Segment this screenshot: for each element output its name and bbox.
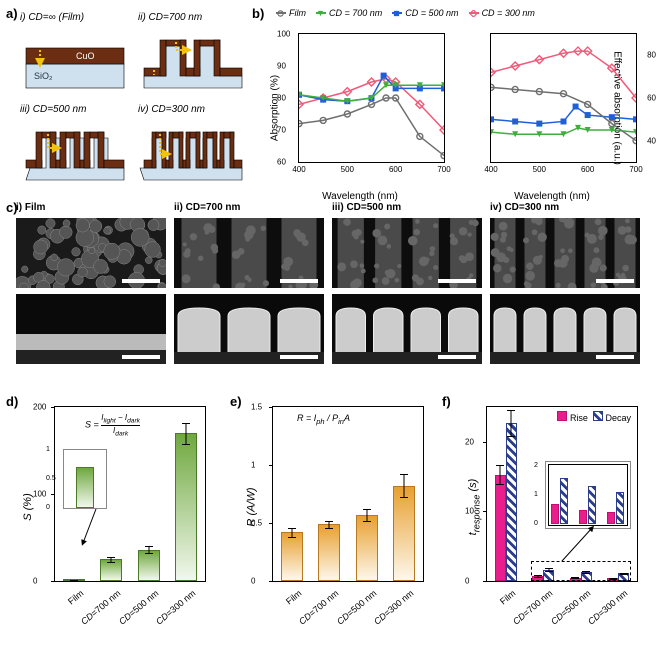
- arrow-icon: [81, 507, 101, 547]
- legend-item: CD = 500 nm: [392, 8, 458, 18]
- a-i-title: i) CD=∞ (Film): [20, 12, 130, 23]
- b-right-xlabel: Wavelength (nm): [514, 191, 590, 202]
- a-ii-title: ii) CD=700 nm: [138, 12, 248, 23]
- f-legend: Rise Decay: [557, 411, 631, 423]
- sem-cross-section: [332, 294, 482, 364]
- sem-title: iv) CD=300 nm: [490, 202, 640, 216]
- legend-item: CD = 700 nm: [316, 8, 382, 18]
- b-left-xlabel: Wavelength (nm): [322, 191, 398, 202]
- panel-a: i) CD=∞ (Film) CuO SiO₂ ii) CD=700 nm: [14, 8, 248, 198]
- panel-c: i) Film ii) CD=700 nm iii) CD=500 nm iv)…: [16, 202, 644, 376]
- sem-top-view: [332, 218, 482, 288]
- a-iv-title: iv) CD=300 nm: [138, 104, 248, 115]
- d-ylabel: S (%): [22, 493, 34, 521]
- a-iii-title: iii) CD=500 nm: [20, 104, 130, 115]
- svg-text:CuO: CuO: [76, 51, 95, 61]
- legend-item: CD = 300 nm: [469, 8, 535, 18]
- sem-top-view: [174, 218, 324, 288]
- sem-top-view: [16, 218, 166, 288]
- panel-d: S (%) S = Ilight − IdarkIdark 00.51 0100…: [16, 396, 216, 642]
- svg-text:SiO₂: SiO₂: [34, 71, 53, 81]
- schem-film: CuO SiO₂: [20, 25, 130, 95]
- sem-top-view: [490, 218, 640, 288]
- sem-cross-section: [490, 294, 640, 364]
- sem-title: i) Film: [16, 202, 166, 216]
- schem-300: [138, 117, 248, 187]
- sem-title: iii) CD=500 nm: [332, 202, 482, 216]
- d-formula: S = Ilight − IdarkIdark: [85, 413, 140, 437]
- legend-item: Film: [276, 8, 306, 18]
- panel-f: tresponse (s) Rise Decay 012 01020 FilmC…: [448, 396, 648, 642]
- b-left-chart: Absorption (%) 60708090100400500600700 W…: [270, 28, 450, 188]
- sem-cross-section: [174, 294, 324, 364]
- e-formula: R = Iph / PinA: [297, 413, 350, 426]
- b-legend: Film CD = 700 nm CD = 500 nm CD = 300 nm: [276, 8, 638, 18]
- panel-b: Film CD = 700 nm CD = 500 nm CD = 300 nm Ab…: [258, 8, 648, 193]
- schem-500: [20, 117, 130, 187]
- b-right-chart: Effective absorption (a.u.) 406080400500…: [462, 28, 642, 188]
- panel-e: R (A/W) R = Iph / PinA 00.511.5 FilmCD=7…: [234, 396, 434, 642]
- sem-title: ii) CD=700 nm: [174, 202, 324, 216]
- sem-cross-section: [16, 294, 166, 364]
- schem-700: [138, 25, 248, 95]
